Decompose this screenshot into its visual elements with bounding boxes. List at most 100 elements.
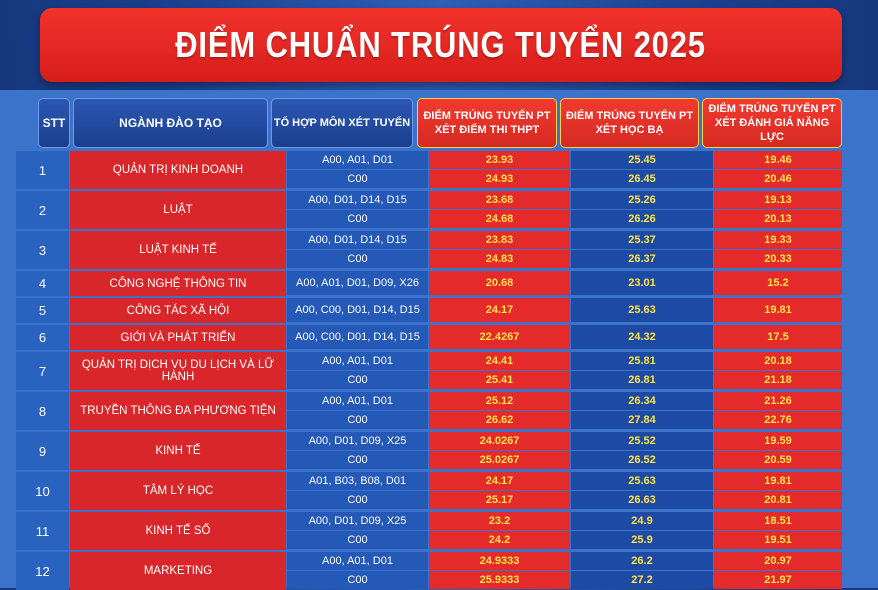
row-stt: 10 (16, 472, 69, 510)
sub-row: C00 24.2 25.9 19.51 (287, 531, 842, 549)
sub-row: A00, A01, D01 24.41 25.81 20.18 (287, 352, 842, 370)
sub-row: A00, A01, D01, D09, X26 20.68 23.01 15.2 (287, 271, 842, 295)
hocba-score-cell: 24.32 (571, 325, 713, 349)
sub-row: A00, C00, D01, D14, D15 24.17 25.63 19.81 (287, 298, 842, 322)
combo-cell: C00 (287, 250, 428, 268)
header-nangluc-line2: XÉT ĐÁNH GIÁ NĂNG LỰC (714, 117, 830, 143)
table-row: 6 GIỚI VÀ PHÁT TRIỂN A00, C00, D01, D14, D… (16, 325, 842, 350)
nangluc-score-cell: 20.97 (714, 552, 842, 570)
combo-cell: A00, C00, D01, D14, D15 (287, 325, 428, 349)
nangluc-score-cell: 17.5 (714, 325, 842, 349)
thpt-score-cell: 24.41 (429, 352, 570, 370)
hocba-score-cell: 26.45 (571, 170, 713, 188)
row-major: KINH TẾ (70, 432, 286, 470)
nangluc-score-cell: 20.33 (714, 250, 842, 268)
hocba-score-cell: 25.45 (571, 151, 713, 169)
row-major: LUẬT (70, 191, 286, 229)
thpt-score-cell: 24.9333 (429, 552, 570, 570)
sub-row: A00, A01, D01 25.12 26.34 21.26 (287, 392, 842, 410)
combo-cell: A00, D01, D09, X25 (287, 432, 428, 450)
thpt-score-cell: 24.2 (429, 531, 570, 549)
row-stt: 4 (16, 271, 69, 296)
hocba-score-cell: 26.26 (571, 210, 713, 228)
combo-cell: C00 (287, 411, 428, 429)
thpt-score-cell: 25.0267 (429, 451, 570, 469)
hocba-score-cell: 26.2 (571, 552, 713, 570)
sub-row: C00 25.17 26.63 20.81 (287, 491, 842, 509)
header-thpt-line2: XÉT ĐIỂM THI THPT (434, 124, 540, 136)
thpt-score-cell: 24.93 (429, 170, 570, 188)
thpt-score-cell: 24.17 (429, 298, 570, 322)
row-stt: 5 (16, 298, 69, 323)
row-stt: 12 (16, 552, 69, 590)
nangluc-score-cell: 18.51 (714, 512, 842, 530)
row-stt: 8 (16, 392, 69, 430)
hocba-score-cell: 26.81 (571, 371, 713, 389)
sub-row: A00, D01, D14, D15 23.83 25.37 19.33 (287, 231, 842, 249)
table-row: 5 CÔNG TÁC XÃ HỘI A00, C00, D01, D14, D15 2… (16, 298, 842, 323)
hocba-score-cell: 27.2 (571, 571, 713, 589)
header-hocba-line2: XÉT HỌC BẠ (595, 124, 664, 136)
header-hocba: ĐIỂM TRÚNG TUYỂN PT XÉT HỌC BẠ (560, 98, 699, 148)
combo-cell: A00, D01, D14, D15 (287, 191, 428, 209)
table-row: 9 KINH TẾ A00, D01, D09, X25 24.0267 25.52 19… (16, 432, 842, 470)
hocba-score-cell: 26.34 (571, 392, 713, 410)
thpt-score-cell: 23.93 (429, 151, 570, 169)
table-row: 4 CÔNG NGHỆ THÔNG TIN A00, A01, D01, D09, … (16, 271, 842, 296)
thpt-score-cell: 23.83 (429, 231, 570, 249)
nangluc-score-cell: 19.81 (714, 472, 842, 490)
table-row: 11 KINH TẾ SỐ A00, D01, D09, X25 23.2 24.9 18… (16, 512, 842, 550)
thpt-score-cell: 24.17 (429, 472, 570, 490)
row-major: QUẢN TRỊ DỊCH VỤ DU LỊCH VÀ LỮ HÀNH (70, 352, 286, 390)
combo-cell: A00, A01, D01 (287, 392, 428, 410)
hocba-score-cell: 25.26 (571, 191, 713, 209)
hocba-score-cell: 25.37 (571, 231, 713, 249)
row-major: TÂM LÝ HỌC (70, 472, 286, 510)
combo-cell: A00, A01, D01 (287, 151, 428, 169)
hocba-score-cell: 25.9 (571, 531, 713, 549)
row-major: CÔNG NGHỆ THÔNG TIN (70, 271, 286, 296)
table-row: 12 MARKETING A00, A01, D01 24.9333 26.2 20.97… (16, 552, 842, 590)
combo-cell: C00 (287, 571, 428, 589)
sub-row: A00, D01, D14, D15 23.68 25.26 19.13 (287, 191, 842, 209)
nangluc-score-cell: 19.46 (714, 151, 842, 169)
thpt-score-cell: 24.68 (429, 210, 570, 228)
thpt-score-cell: 23.2 (429, 512, 570, 530)
sub-row: C00 24.83 26.37 20.33 (287, 250, 842, 268)
table-row: 2 LUẬT A00, D01, D14, D15 23.68 25.26 19.13 C0… (16, 191, 842, 229)
combo-cell: C00 (287, 371, 428, 389)
row-stt: 1 (16, 151, 69, 189)
thpt-score-cell: 25.9333 (429, 571, 570, 589)
hocba-score-cell: 26.37 (571, 250, 713, 268)
nangluc-score-cell: 15.2 (714, 271, 842, 295)
sub-row: C00 24.68 26.26 20.13 (287, 210, 842, 228)
row-major: TRUYỀN THÔNG ĐA PHƯƠNG TIỆN (70, 392, 286, 430)
row-stt: 6 (16, 325, 69, 350)
header-nangluc-line1: ĐIỂM TRÚNG TUYỂN PT (708, 103, 836, 115)
sub-row: A00, C00, D01, D14, D15 22.4267 24.32 17.5 (287, 325, 842, 349)
combo-cell: A00, A01, D01 (287, 352, 428, 370)
nangluc-score-cell: 20.81 (714, 491, 842, 509)
header-major: NGÀNH ĐÀO TẠO (73, 98, 268, 148)
page-title: ĐIỂM CHUẨN TRÚNG TUYỂN 2025 (175, 24, 707, 65)
hocba-score-cell: 27.84 (571, 411, 713, 429)
combo-cell: C00 (287, 531, 428, 549)
row-stt: 9 (16, 432, 69, 470)
table-row: 3 LUẬT KINH TẾ A00, D01, D14, D15 23.83 25.3… (16, 231, 842, 269)
combo-cell: A00, C00, D01, D14, D15 (287, 298, 428, 322)
header-stt: STT (38, 98, 70, 148)
header-nangluc: ĐIỂM TRÚNG TUYỂN PT XÉT ĐÁNH GIÁ NĂNG LỰ… (702, 98, 842, 148)
combo-cell: C00 (287, 170, 428, 188)
thpt-score-cell: 24.83 (429, 250, 570, 268)
nangluc-score-cell: 20.13 (714, 210, 842, 228)
thpt-score-cell: 25.17 (429, 491, 570, 509)
row-stt: 7 (16, 352, 69, 390)
thpt-score-cell: 26.62 (429, 411, 570, 429)
hocba-score-cell: 25.63 (571, 298, 713, 322)
table-row: 8 TRUYỀN THÔNG ĐA PHƯƠNG TIỆN A00, A01, D0… (16, 392, 842, 430)
row-major: LUẬT KINH TẾ (70, 231, 286, 269)
row-major: CÔNG TÁC XÃ HỘI (70, 298, 286, 323)
nangluc-score-cell: 19.59 (714, 432, 842, 450)
nangluc-score-cell: 21.97 (714, 571, 842, 589)
nangluc-score-cell: 19.13 (714, 191, 842, 209)
